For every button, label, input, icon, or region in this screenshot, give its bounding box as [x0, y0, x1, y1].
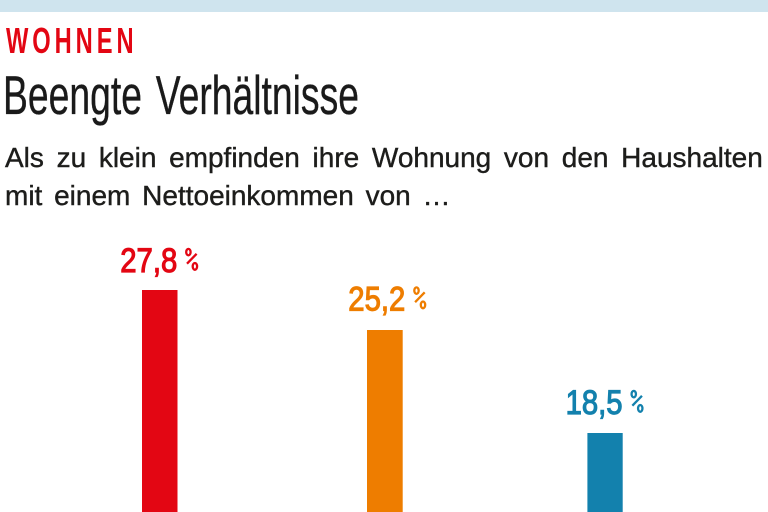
svg-text:WOHNEN: WOHNEN [6, 20, 138, 61]
svg-text:Beengte Verhältnisse: Beengte Verhältnisse [3, 64, 359, 126]
svg-text:18,5: 18,5 [566, 384, 623, 422]
svg-text:mit einem Nettoeinkommen von …: mit einem Nettoeinkommen von … [5, 180, 451, 211]
svg-text:25,2: 25,2 [348, 281, 405, 319]
svg-text:Als zu klein empfinden ihre Wo: Als zu klein empfinden ihre Wohnung von … [5, 142, 763, 173]
svg-text:27,8: 27,8 [120, 242, 177, 280]
